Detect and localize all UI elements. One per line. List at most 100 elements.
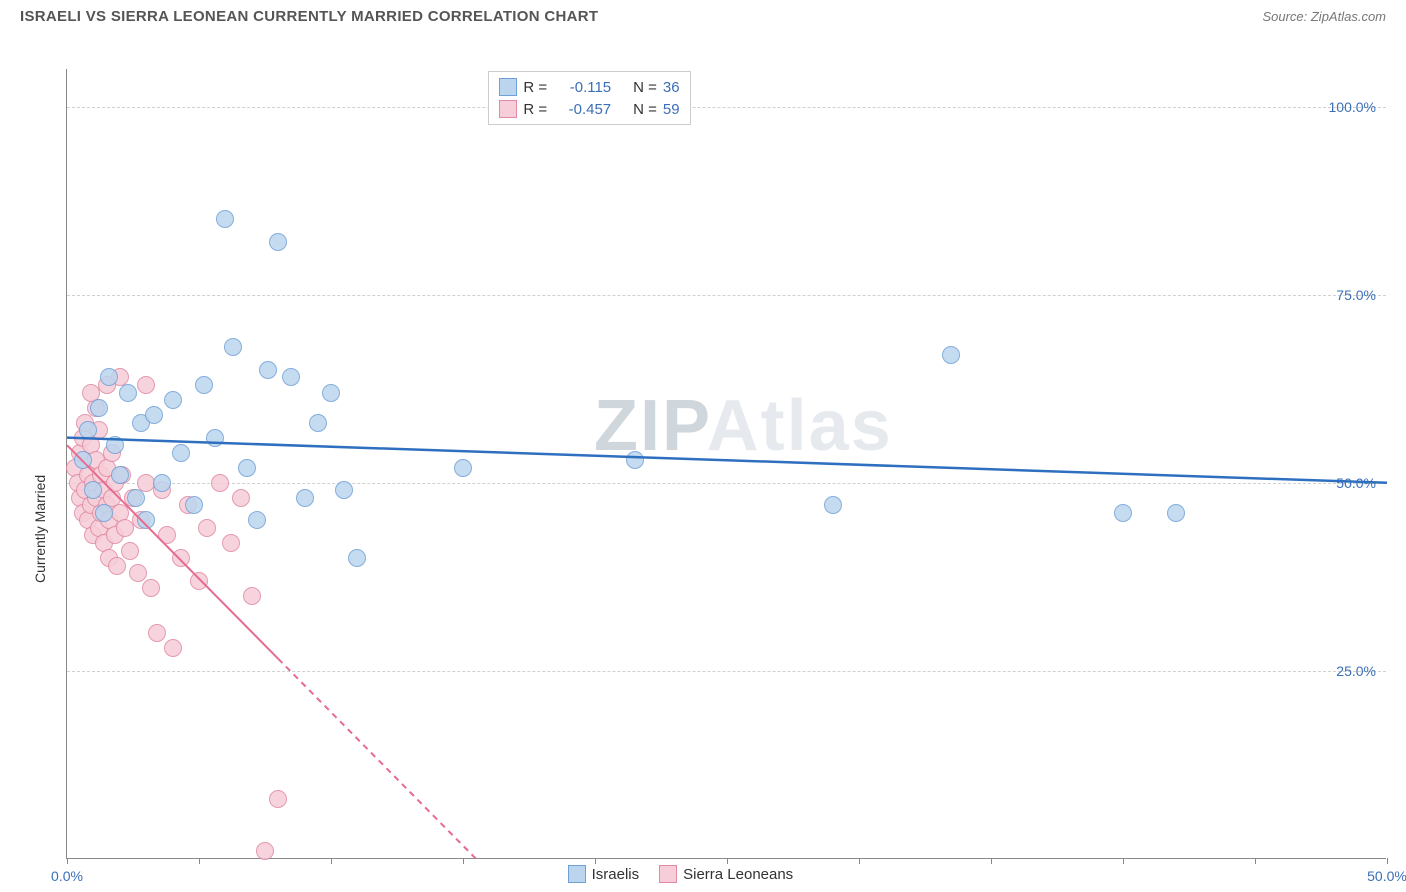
data-point: [142, 579, 160, 597]
r-label: R =: [523, 79, 547, 96]
plot-area: 25.0%50.0%75.0%100.0%0.0%50.0%: [66, 69, 1386, 859]
legend-correlation-row: R = -0.457 N = 59: [499, 98, 679, 120]
legend-swatch: [659, 865, 677, 883]
data-point: [309, 414, 327, 432]
data-point: [1114, 504, 1132, 522]
data-point: [84, 481, 102, 499]
y-tick-label: 25.0%: [1336, 663, 1376, 679]
data-point: [335, 481, 353, 499]
r-label: R =: [523, 101, 547, 118]
data-point: [232, 489, 250, 507]
data-point: [224, 338, 242, 356]
data-point: [195, 376, 213, 394]
x-tick: [991, 858, 992, 864]
data-point: [106, 436, 124, 454]
x-tick: [199, 858, 200, 864]
data-point: [190, 572, 208, 590]
data-point: [243, 587, 261, 605]
legend-series-label: Sierra Leoneans: [683, 866, 793, 883]
legend-series-label: Israelis: [592, 866, 640, 883]
data-point: [282, 368, 300, 386]
chart-header: ISRAELI VS SIERRA LEONEAN CURRENTLY MARR…: [0, 0, 1406, 29]
data-point: [198, 519, 216, 537]
data-point: [259, 361, 277, 379]
data-point: [145, 406, 163, 424]
data-point: [95, 504, 113, 522]
data-point: [211, 474, 229, 492]
data-point: [172, 549, 190, 567]
x-tick: [463, 858, 464, 864]
data-point: [1167, 504, 1185, 522]
r-value: -0.115: [553, 79, 611, 96]
x-tick: [67, 858, 68, 864]
x-tick: [859, 858, 860, 864]
x-tick: [727, 858, 728, 864]
data-point: [108, 557, 126, 575]
x-tick: [331, 858, 332, 864]
y-tick-label: 75.0%: [1336, 287, 1376, 303]
data-point: [90, 399, 108, 417]
x-tick: [1255, 858, 1256, 864]
data-point: [137, 511, 155, 529]
data-point: [148, 624, 166, 642]
data-point: [137, 376, 155, 394]
data-point: [158, 526, 176, 544]
x-tick: [1387, 858, 1388, 864]
data-point: [121, 542, 139, 560]
data-point: [238, 459, 256, 477]
gridline: [67, 671, 1386, 672]
trendlines-svg: [67, 69, 1387, 859]
data-point: [348, 549, 366, 567]
data-point: [626, 451, 644, 469]
data-point: [269, 790, 287, 808]
n-label: N =: [633, 79, 657, 96]
n-value: 59: [663, 101, 680, 118]
data-point: [100, 368, 118, 386]
data-point: [216, 210, 234, 228]
chart-title: ISRAELI VS SIERRA LEONEAN CURRENTLY MARR…: [20, 8, 598, 25]
legend-correlation-row: R = -0.115 N = 36: [499, 76, 679, 98]
data-point: [256, 842, 274, 860]
data-point: [172, 444, 190, 462]
data-point: [164, 639, 182, 657]
y-axis-label: Currently Married: [32, 474, 48, 582]
gridline: [67, 295, 1386, 296]
correlation-legend: R = -0.115 N = 36 R = -0.457 N = 59: [488, 71, 690, 125]
data-point: [206, 429, 224, 447]
n-value: 36: [663, 79, 680, 96]
x-tick: [595, 858, 596, 864]
data-point: [824, 496, 842, 514]
data-point: [269, 233, 287, 251]
data-point: [185, 496, 203, 514]
data-point: [296, 489, 314, 507]
legend-swatch: [499, 78, 517, 96]
data-point: [248, 511, 266, 529]
data-point: [454, 459, 472, 477]
x-tick: [1123, 858, 1124, 864]
legend-series-item: Sierra Leoneans: [659, 865, 793, 883]
x-tick-label: 50.0%: [1367, 868, 1406, 884]
legend-swatch: [499, 100, 517, 118]
data-point: [119, 384, 137, 402]
legend-swatch: [568, 865, 586, 883]
data-point: [222, 534, 240, 552]
gridline: [67, 107, 1386, 108]
chart-source: Source: ZipAtlas.com: [1262, 9, 1386, 24]
y-tick-label: 50.0%: [1336, 475, 1376, 491]
r-value: -0.457: [553, 101, 611, 118]
data-point: [74, 451, 92, 469]
n-label: N =: [633, 101, 657, 118]
x-tick-label: 0.0%: [51, 868, 83, 884]
series-legend: Israelis Sierra Leoneans: [568, 865, 794, 883]
legend-series-item: Israelis: [568, 865, 640, 883]
data-point: [942, 346, 960, 364]
data-point: [127, 489, 145, 507]
gridline: [67, 483, 1386, 484]
data-point: [164, 391, 182, 409]
data-point: [129, 564, 147, 582]
y-tick-label: 100.0%: [1329, 99, 1376, 115]
data-point: [79, 421, 97, 439]
data-point: [153, 474, 171, 492]
data-point: [111, 466, 129, 484]
data-point: [322, 384, 340, 402]
